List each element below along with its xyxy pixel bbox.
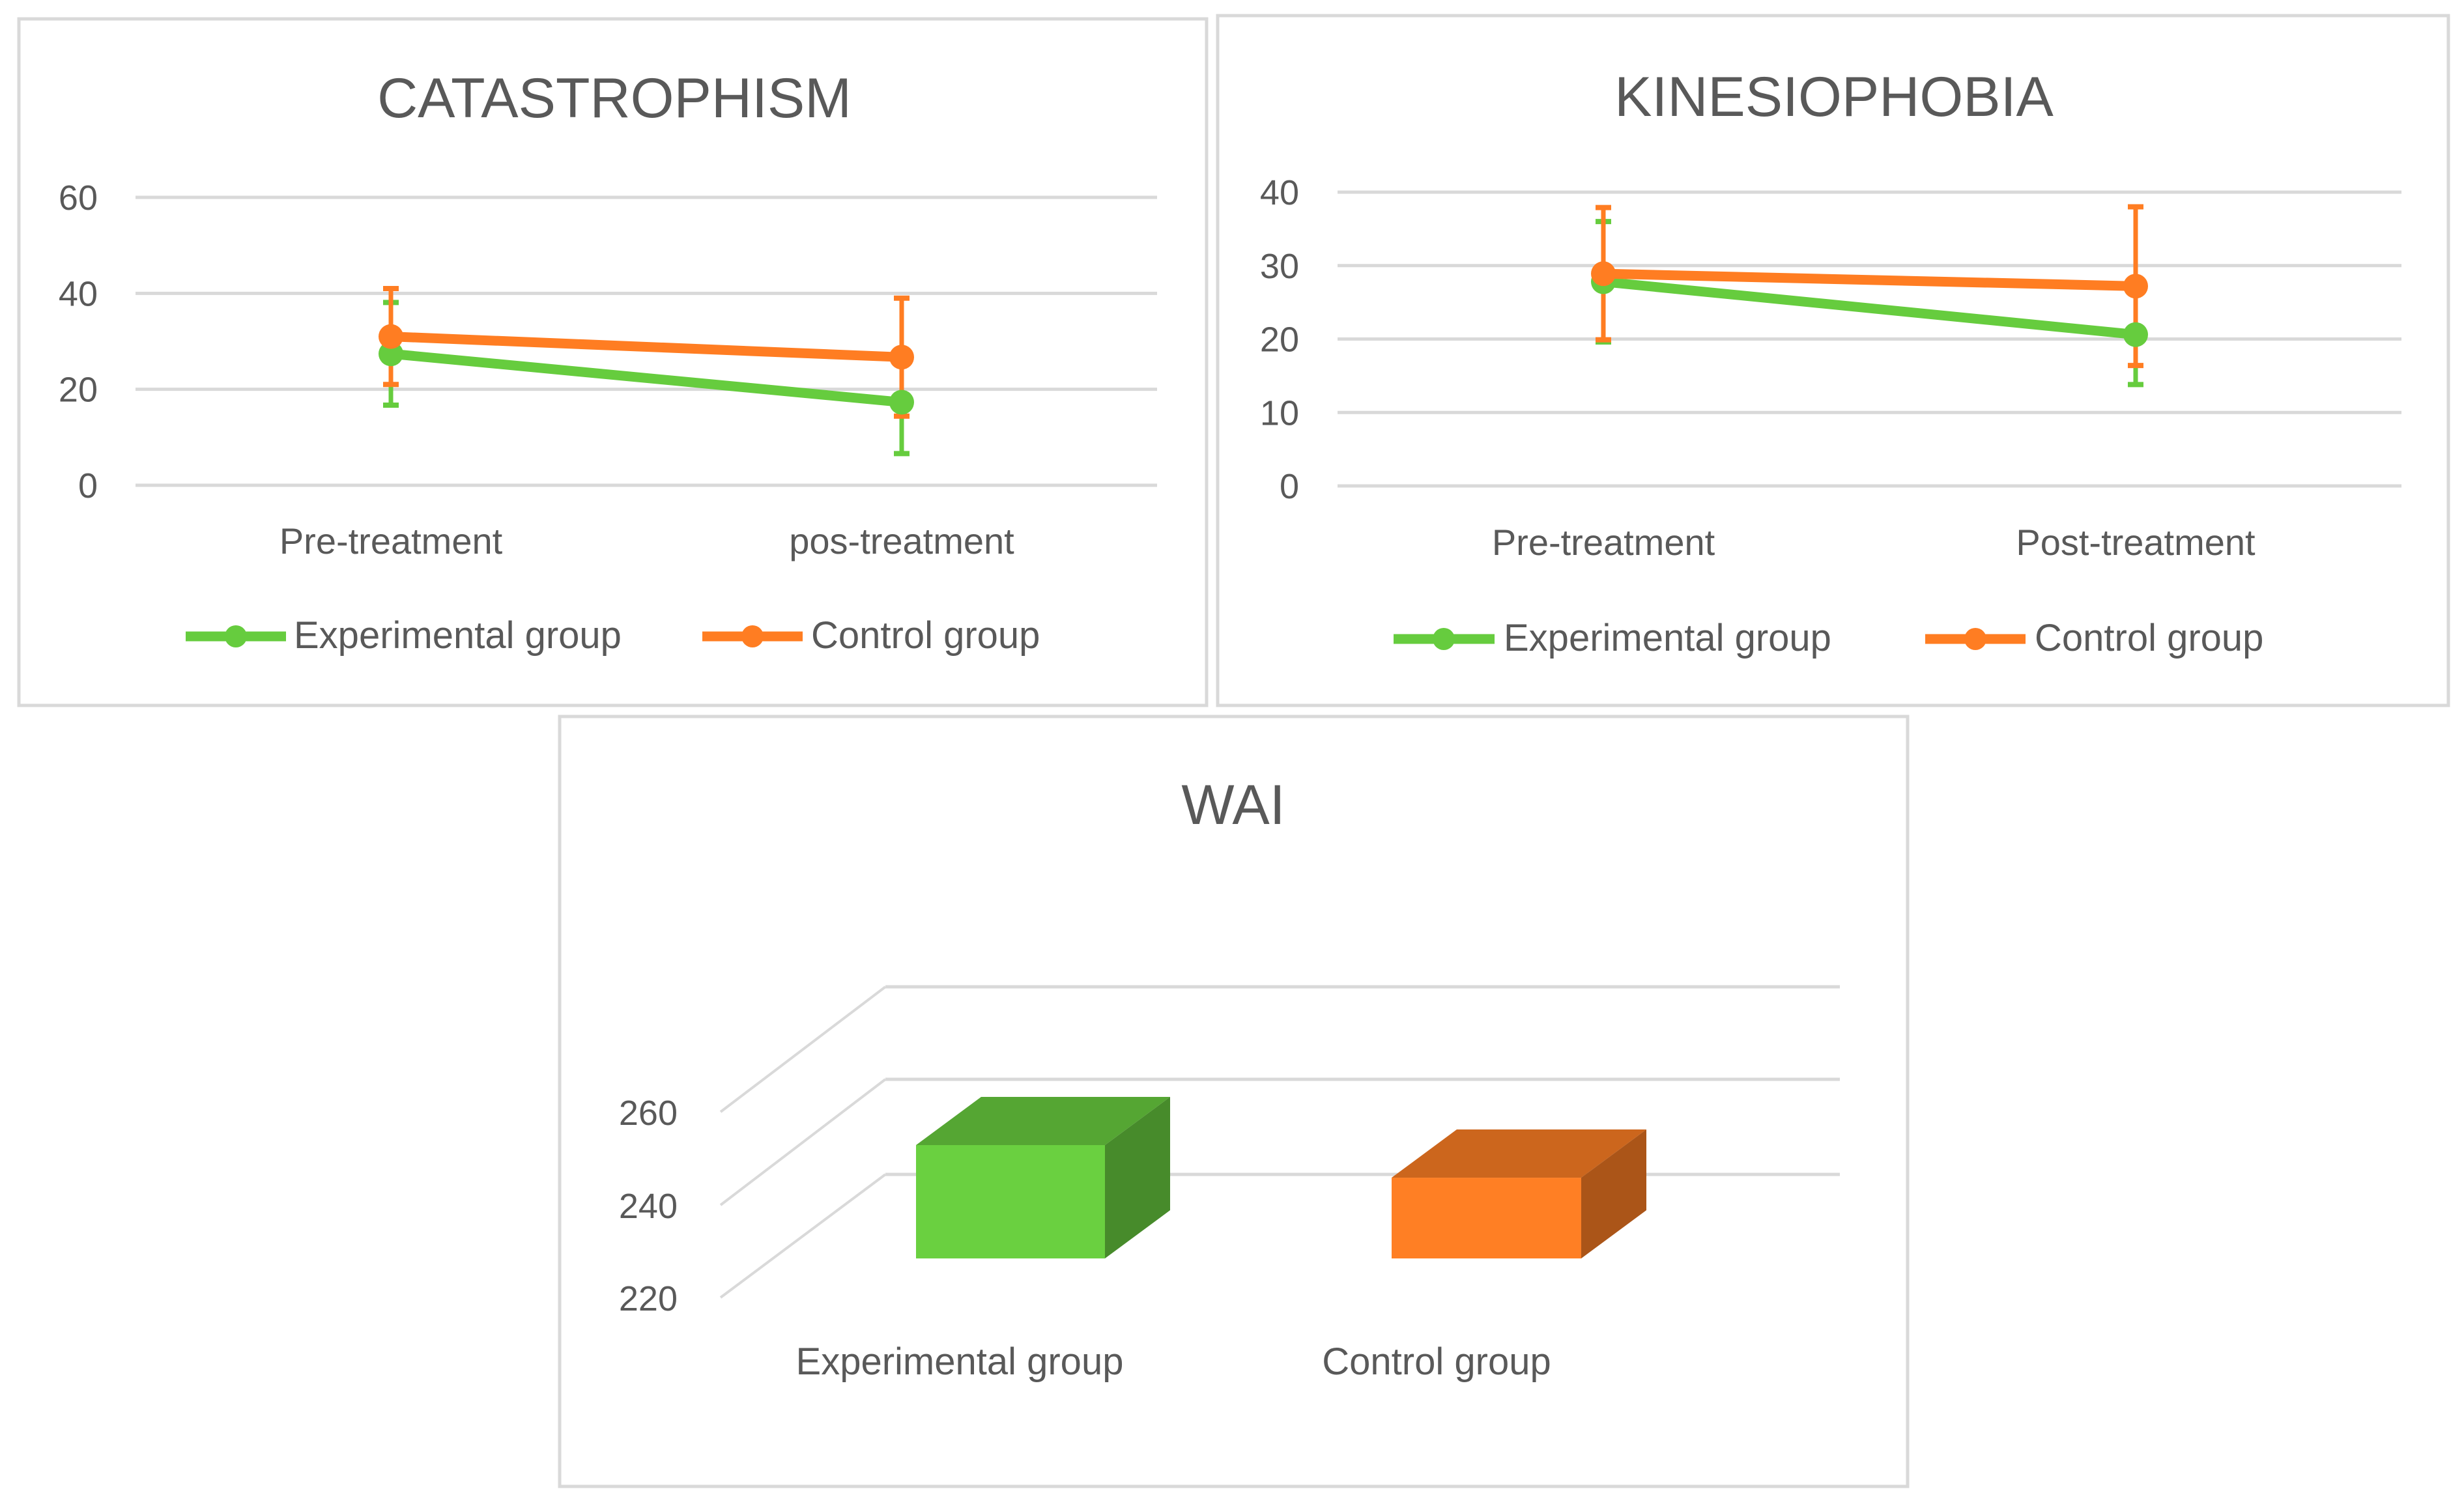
- bar-experimental: [916, 1145, 1105, 1258]
- floor-gridline: [719, 1078, 887, 1206]
- catastrophism-panel: [17, 17, 1209, 707]
- y-tick-label: 20: [59, 371, 98, 410]
- legend-marker: [1433, 628, 1455, 650]
- bar-top-face: [916, 1097, 1170, 1145]
- y-tick-label: 20: [1260, 320, 1299, 360]
- x-tick-label: Experimental group: [796, 1341, 1124, 1383]
- bar-side-face: [1581, 1129, 1646, 1258]
- y-tick-label: 10: [1260, 393, 1299, 433]
- wai-title: WAI: [1181, 774, 1285, 836]
- legend-label: Experimental group: [294, 614, 622, 657]
- series-line-control: [1598, 268, 2141, 291]
- legend-label: Control group: [811, 614, 1040, 657]
- legend-label: Control group: [2035, 617, 2263, 659]
- kinesiophobia-chart: 0 10 20 30 40 Pre-treatment Post-treatment Expe…: [1260, 173, 2401, 659]
- catastrophism-title: CATASTROPHISM: [377, 67, 852, 130]
- y-tick-label: 30: [1260, 247, 1299, 286]
- y-tick-label: 240: [619, 1187, 678, 1226]
- data-point: [889, 390, 914, 415]
- x-tick-label: Control group: [1322, 1341, 1551, 1383]
- floor-gridline: [719, 986, 887, 1113]
- bar-control: [1392, 1178, 1581, 1258]
- kinesiophobia-panel: [1216, 14, 2450, 707]
- x-tick-label: Pre-treatment: [1492, 522, 1715, 563]
- data-point: [1591, 261, 1616, 287]
- data-point: [379, 324, 403, 349]
- series-line-experimental: [386, 348, 907, 408]
- wai-panel: [558, 715, 1910, 1488]
- bar-top-face: [1392, 1129, 1646, 1178]
- data-point: [889, 345, 914, 370]
- series-line-experimental: [1598, 277, 2141, 340]
- data-point: [2123, 274, 2148, 299]
- legend-label: Experimental group: [1504, 617, 1831, 659]
- floor-gridline: [719, 1173, 887, 1299]
- y-tick-label: 40: [59, 274, 98, 313]
- series-line-control: [386, 332, 907, 362]
- y-tick-label: 60: [59, 178, 98, 218]
- data-point: [379, 341, 403, 367]
- y-tick-label: 40: [1260, 173, 1299, 212]
- x-tick-label: Post-treatment: [2016, 522, 2256, 563]
- y-tick-label: 0: [1280, 467, 1299, 506]
- bar-side-face: [1105, 1097, 1170, 1258]
- y-tick-label: 220: [619, 1279, 678, 1318]
- legend-marker: [225, 625, 247, 647]
- legend-marker: [1964, 628, 1986, 650]
- x-tick-label: pos-treatment: [789, 520, 1014, 561]
- y-tick-label: 0: [78, 466, 98, 505]
- wai-chart: 220 240 260 Experimental group Control group: [619, 985, 1840, 1383]
- catastrophism-chart: 0 20 40 60 Pre-treatment pos-treatment Experim…: [59, 178, 1157, 657]
- kinesiophobia-title: KINESIOPHOBIA: [1614, 66, 2054, 128]
- x-tick-label: Pre-treatment: [279, 520, 503, 561]
- data-point: [2123, 322, 2148, 347]
- y-tick-label: 260: [619, 1094, 678, 1133]
- legend-marker: [741, 625, 764, 647]
